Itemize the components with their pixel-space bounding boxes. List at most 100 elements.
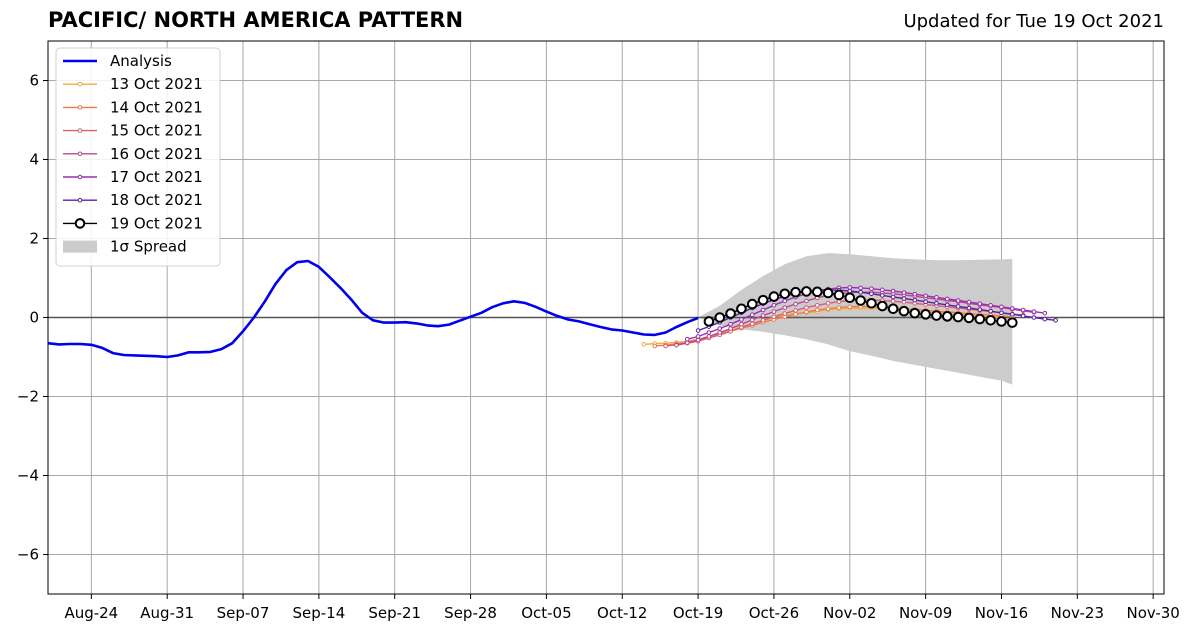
forecast-line <box>697 289 1056 332</box>
legend-swatch-marker <box>77 128 83 133</box>
axes: Aug-24 Aug-31 Sep-07 Sep-14 Sep-21 Sep-28 Oct-… <box>17 40 1180 622</box>
spread-band-layer <box>698 253 1013 385</box>
spread-band <box>698 253 1013 385</box>
legend-box <box>55 47 221 267</box>
forecast-point <box>966 305 972 311</box>
forecast-point <box>869 291 874 297</box>
legend-label: 1σ Spread <box>110 238 187 256</box>
forecast-point <box>999 310 1004 316</box>
forecast-point <box>912 291 918 297</box>
forecast-point <box>974 313 986 325</box>
forecast-point <box>695 328 701 333</box>
forecast-point <box>717 326 723 331</box>
forecast-point <box>768 291 780 302</box>
forecast-point <box>963 312 975 324</box>
x-tick-label: Oct-19 <box>673 604 723 622</box>
forecast-point <box>749 321 755 327</box>
forecast-point <box>912 297 918 303</box>
x-tick-label: Aug-24 <box>64 604 118 622</box>
forecast-point <box>782 298 788 304</box>
analysis-line <box>47 259 699 359</box>
forecast-point <box>988 302 993 308</box>
forecast-point <box>684 336 690 342</box>
forecast-point <box>920 309 931 320</box>
forecast-point <box>1007 317 1018 328</box>
forecast-line <box>654 305 1013 347</box>
forecast-point <box>942 311 953 322</box>
forecast-line <box>665 299 1024 347</box>
forecast-point <box>1020 307 1026 313</box>
forecast-point <box>934 300 939 306</box>
forecast-point <box>945 302 950 308</box>
forecast-point <box>1042 316 1048 322</box>
forecast-point <box>879 287 885 293</box>
forecast-point <box>901 290 907 295</box>
forecast-point <box>955 304 961 309</box>
x-tick-label: Nov-02 <box>823 604 876 622</box>
forecast-point <box>736 303 747 315</box>
forecast-point <box>706 330 712 335</box>
forecast-point <box>771 302 777 308</box>
forecast-point <box>749 312 755 318</box>
forecast-point <box>876 300 888 312</box>
y-tick-label: −6 <box>17 546 39 564</box>
x-tick-label: Sep-14 <box>292 604 345 622</box>
legend-swatch-marker <box>77 197 83 203</box>
forecast-point <box>652 343 658 349</box>
legend: Analysis 13 Oct 2021 14 Oct 2021 15 Oct 202… <box>55 47 221 267</box>
forecast-point <box>1010 312 1015 317</box>
forecast-point <box>966 299 972 305</box>
x-tick-label: Sep-07 <box>217 604 270 622</box>
forecast-point <box>909 307 921 319</box>
forecast-point <box>793 312 798 317</box>
legend-label: 18 Oct 2021 <box>110 191 203 209</box>
forecast-point <box>695 334 701 339</box>
y-tick-label: −4 <box>17 467 39 485</box>
forecast-point <box>779 288 791 300</box>
forecast-point <box>714 312 726 323</box>
forecast-point <box>725 308 736 319</box>
forecast-line <box>676 291 1035 346</box>
forecast-point <box>847 304 853 310</box>
forecast-point <box>977 307 983 312</box>
forecast-point <box>855 295 866 306</box>
forecast-point <box>923 299 928 305</box>
forecast-point <box>749 317 755 323</box>
forecast-point <box>793 308 798 313</box>
y-tick-label: 4 <box>29 151 39 169</box>
x-tick-label: Aug-31 <box>140 604 194 622</box>
forecast-point <box>999 304 1004 310</box>
legend-swatch-marker <box>77 151 83 157</box>
legend-label: 14 Oct 2021 <box>110 98 203 116</box>
forecast-point <box>746 298 758 310</box>
forecast-point <box>760 317 766 323</box>
x-tick-label: Nov-30 <box>1126 604 1179 622</box>
forecast-point <box>898 305 910 317</box>
x-tick-label: Sep-28 <box>444 604 497 622</box>
forecast-point <box>1042 310 1048 316</box>
x-tick-label: Sep-21 <box>368 604 421 622</box>
forecast-point <box>996 316 1007 327</box>
forecast-point <box>955 298 961 303</box>
forecast-point <box>923 293 928 299</box>
forecast-point <box>804 298 809 304</box>
forecast-point <box>728 321 733 327</box>
forecast-point <box>663 343 668 349</box>
y-tick-label: 2 <box>29 230 39 248</box>
legend-swatch-marker <box>74 218 86 229</box>
legend-label: 15 Oct 2021 <box>110 122 203 140</box>
forecast-point <box>801 286 812 297</box>
chart-subtitle: Updated for Tue 19 Oct 2021 <box>903 11 1164 32</box>
legend-swatch-marker <box>77 174 83 180</box>
x-tick-label: Oct-12 <box>597 604 647 622</box>
forecast-point <box>782 305 788 310</box>
forecast-point <box>858 285 863 291</box>
forecast-point <box>1010 306 1015 311</box>
forecast-point <box>887 303 899 315</box>
y-tick-label: 6 <box>29 72 39 90</box>
x-tick-label: Nov-23 <box>1051 604 1104 622</box>
forecast-point <box>901 296 907 301</box>
forecast-point <box>760 313 766 318</box>
forecast-point <box>739 317 744 322</box>
